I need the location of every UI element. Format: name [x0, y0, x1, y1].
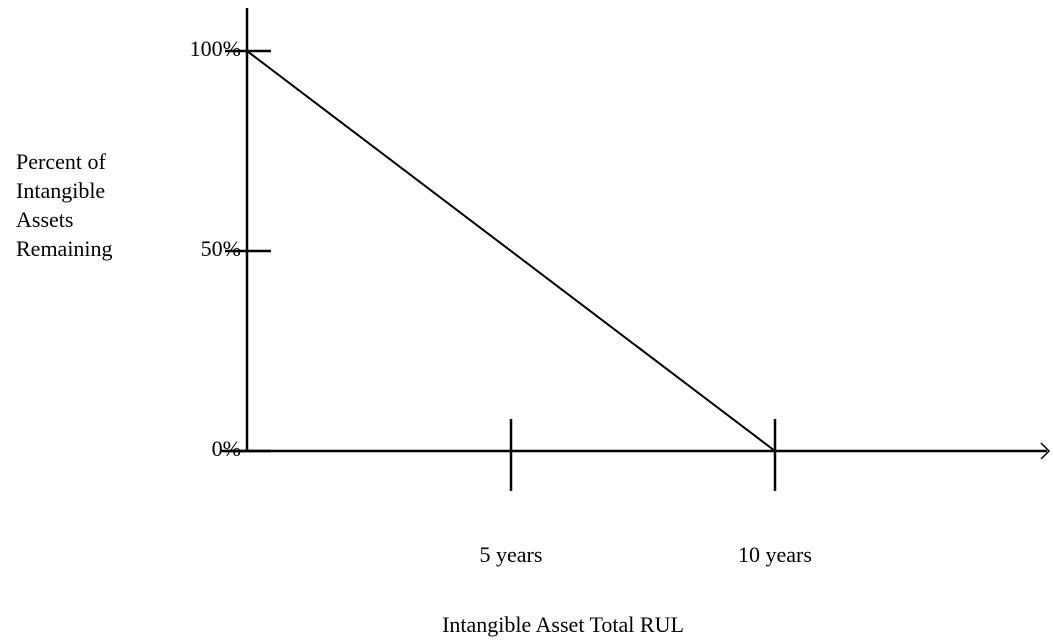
- y-tick-label: 50%: [201, 236, 241, 261]
- y-axis-label: Percent of Intangible Assets Remaining: [16, 149, 113, 261]
- x-tick-label: 5 years: [480, 542, 543, 567]
- x-axis-label: Intangible Asset Total RUL: [442, 612, 684, 637]
- x-axis-arrow: [1040, 442, 1051, 460]
- y-tick-label: 0%: [212, 436, 241, 461]
- data-line: [246, 50, 776, 452]
- y-tick-label: 100%: [190, 36, 241, 61]
- x-tick-label: 10 years: [738, 542, 812, 567]
